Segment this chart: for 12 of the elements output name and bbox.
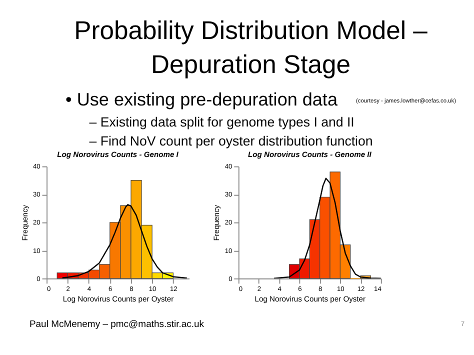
- line-series: [273, 178, 381, 278]
- text: Paul McMenemy – pmc@maths.stir.ac.uk: [29, 318, 204, 330]
- chart-title: Log Norovirus Counts - Genome I: [57, 150, 180, 159]
- text: • Use existing pre-depuration data: [66, 90, 338, 110]
- chart-title: Log Norovirus Counts - Genome II: [248, 150, 372, 159]
- text: – Find NoV count per oyster distribution function: [89, 133, 373, 148]
- text: – Existing data split for genome types I and II: [89, 114, 354, 130]
- y-axis-title: Frequency: [20, 204, 30, 241]
- x-axis-title: Log Norovirus Counts per Oyster: [62, 294, 174, 304]
- y-axis-title: Frequency: [212, 204, 222, 241]
- text: Probability Distribution Model – Depuration Stage: [74, 17, 428, 80]
- x-axis-title: Log Norovirus Counts per Oyster: [254, 294, 366, 304]
